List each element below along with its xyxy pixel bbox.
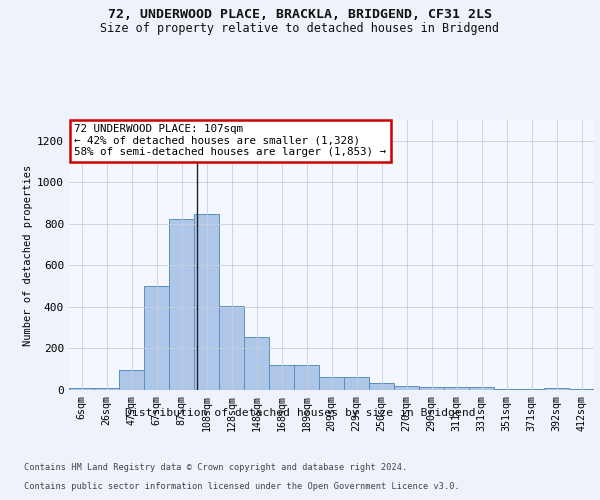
Text: Size of property relative to detached houses in Bridgend: Size of property relative to detached ho… <box>101 22 499 35</box>
Bar <box>94 388 119 390</box>
Bar <box>469 388 494 390</box>
Text: 72 UNDERWOOD PLACE: 107sqm
← 42% of detached houses are smaller (1,328)
58% of s: 72 UNDERWOOD PLACE: 107sqm ← 42% of deta… <box>74 124 386 157</box>
Bar <box>169 218 194 390</box>
Bar <box>194 214 219 390</box>
Bar <box>219 306 244 390</box>
Bar <box>394 386 419 390</box>
Bar <box>344 376 369 390</box>
Bar <box>119 370 144 390</box>
Text: 72, UNDERWOOD PLACE, BRACKLA, BRIDGEND, CF31 2LS: 72, UNDERWOOD PLACE, BRACKLA, BRIDGEND, … <box>108 8 492 20</box>
Bar <box>294 365 319 390</box>
Bar <box>419 387 444 390</box>
Y-axis label: Number of detached properties: Number of detached properties <box>23 164 33 346</box>
Bar <box>569 389 594 390</box>
Text: Contains public sector information licensed under the Open Government Licence v3: Contains public sector information licen… <box>24 482 460 491</box>
Bar <box>144 286 169 390</box>
Text: Contains HM Land Registry data © Crown copyright and database right 2024.: Contains HM Land Registry data © Crown c… <box>24 464 407 472</box>
Bar <box>444 388 469 390</box>
Bar <box>244 337 269 390</box>
Bar <box>494 389 519 390</box>
Bar <box>269 365 294 390</box>
Bar <box>544 388 569 390</box>
Bar <box>319 376 344 390</box>
Bar <box>369 384 394 390</box>
Text: Distribution of detached houses by size in Bridgend: Distribution of detached houses by size … <box>125 408 475 418</box>
Bar <box>69 388 94 390</box>
